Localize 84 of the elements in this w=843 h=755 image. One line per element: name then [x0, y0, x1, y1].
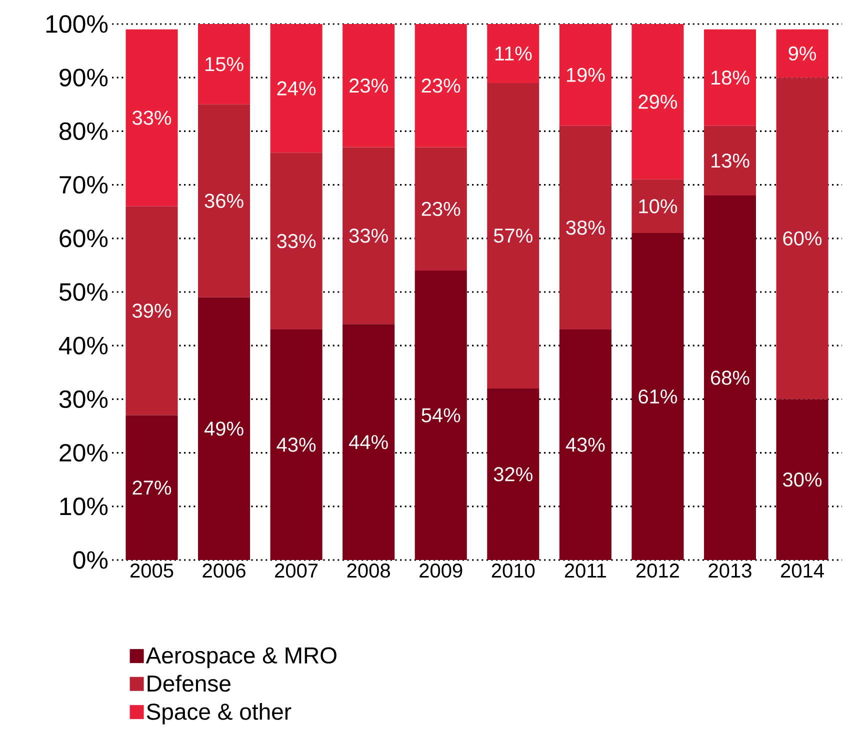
x-tick-label: 2008 [347, 564, 390, 578]
bar [198, 24, 250, 104]
data-label: 24% [277, 81, 316, 96]
y-tick-label: 80% [60, 122, 108, 140]
bar [198, 104, 250, 298]
bar [126, 29, 178, 206]
data-label: 36% [204, 194, 244, 208]
bar [126, 206, 178, 416]
data-label: 61% [638, 389, 677, 404]
bar [270, 24, 322, 153]
y-tick-label: 50% [59, 283, 108, 301]
bar [487, 24, 540, 83]
data-label: 23% [422, 78, 460, 93]
y-tick-label: 10% [60, 498, 108, 516]
x-tick-label: 2005 [130, 564, 174, 578]
bar [342, 147, 395, 324]
bar [487, 388, 540, 560]
y-tick-label: 60% [60, 230, 108, 248]
data-label: 11% [495, 46, 532, 60]
data-label: 23% [422, 202, 460, 216]
bar [414, 270, 467, 560]
bar [126, 415, 178, 560]
x-tick-label: 2007 [275, 564, 318, 578]
data-label: 32% [494, 467, 532, 482]
bar [342, 24, 395, 148]
data-label: 60% [783, 231, 822, 246]
x-tick-label: 2013 [708, 564, 752, 578]
bar [776, 399, 828, 560]
bar [704, 196, 756, 560]
data-label: 9% [788, 46, 816, 61]
bar [487, 82, 540, 388]
bar [559, 24, 612, 126]
data-label: 54% [422, 408, 460, 422]
data-label: 49% [204, 422, 244, 436]
bar [632, 179, 684, 234]
data-label: 15% [206, 57, 244, 72]
bar [270, 330, 322, 560]
data-label: 23% [350, 78, 388, 93]
y-tick-label: 40% [59, 336, 108, 354]
y-tick-label: 0% [73, 551, 108, 569]
bar [198, 297, 250, 560]
data-label: 29% [638, 94, 677, 109]
data-label: 33% [349, 228, 388, 243]
data-label: 43% [566, 438, 605, 452]
bar [632, 24, 684, 180]
bar [559, 126, 612, 330]
bar [776, 78, 828, 400]
data-label: 10% [639, 199, 677, 214]
x-tick-label: 2011 [564, 564, 606, 578]
bar [776, 29, 828, 78]
y-tick-label: 90% [60, 68, 108, 86]
y-tick-label: 100% [46, 15, 108, 33]
data-label: 43% [276, 438, 316, 452]
data-label: 30% [783, 472, 822, 487]
bar [342, 324, 395, 560]
data-label: 33% [132, 110, 172, 125]
data-label: 38% [566, 220, 605, 235]
data-label: 27% [132, 480, 172, 495]
bar [559, 330, 612, 560]
x-tick-label: 2006 [202, 564, 246, 578]
y-tick-label: 30% [59, 390, 108, 408]
bar [270, 152, 322, 330]
data-label: 13% [711, 154, 750, 168]
legend-label: Space & other [146, 702, 292, 724]
data-label: 57% [494, 228, 532, 243]
y-tick-label: 70% [60, 176, 108, 194]
data-label: 18% [711, 70, 750, 85]
x-tick-label: 2010 [492, 564, 535, 578]
data-label: 39% [132, 304, 172, 318]
x-tick-label: 2012 [636, 564, 679, 578]
x-tick-label: 2009 [420, 564, 462, 578]
bar [704, 29, 756, 126]
data-label: 68% [710, 370, 750, 385]
bar [414, 24, 467, 148]
data-label: 33% [277, 234, 316, 248]
data-label: 44% [349, 435, 388, 450]
bar [704, 126, 756, 196]
data-label: 19% [566, 68, 605, 82]
x-tick-label: 2014 [781, 564, 824, 578]
y-tick-label: 20% [60, 444, 108, 462]
legend-label: Defense [148, 674, 230, 692]
bar [632, 233, 684, 560]
legend-label: Aerospace & MRO [146, 647, 336, 668]
bar [414, 147, 467, 271]
